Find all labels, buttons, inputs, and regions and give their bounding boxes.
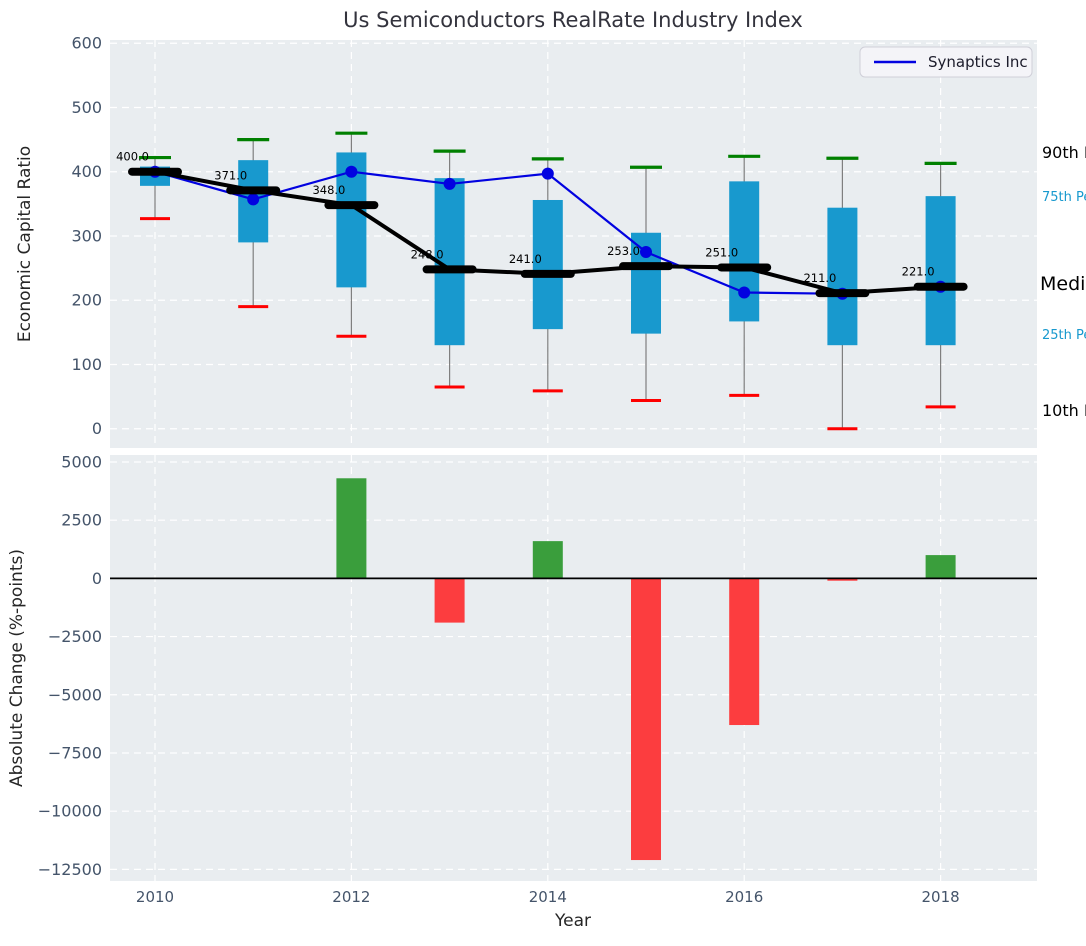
synaptics-marker bbox=[345, 166, 357, 178]
figure-canvas: 600 500 400 300 200 100 0 5000 2500 0 −2500 −5000 −7… bbox=[0, 0, 1086, 942]
plot-panel bbox=[110, 40, 1037, 448]
median-value-annotation: 241.0 bbox=[509, 252, 542, 266]
x-axis-label: Year bbox=[554, 911, 591, 931]
y-tick-label: 100 bbox=[71, 355, 102, 374]
plot-panel bbox=[110, 455, 1037, 881]
label-10th-percentile: 10th Percentile bbox=[1042, 401, 1086, 420]
x-tick-label: 2010 bbox=[136, 888, 174, 906]
label-75th-percentile: 75th Percentile bbox=[1042, 190, 1086, 205]
label-median: Median bbox=[1040, 273, 1086, 295]
change-bar bbox=[631, 578, 661, 860]
y-tick-label: 2500 bbox=[61, 511, 102, 530]
y-tick-label: −12500 bbox=[38, 860, 102, 879]
synaptics-marker bbox=[247, 193, 259, 205]
label-25th-percentile: 25th Percentile bbox=[1042, 328, 1086, 343]
median-value-annotation: 251.0 bbox=[705, 245, 738, 259]
y-tick-label: 300 bbox=[71, 226, 102, 245]
y-tick-label: 0 bbox=[92, 419, 102, 438]
y-tick-label: −2500 bbox=[48, 627, 102, 646]
change-bar bbox=[336, 478, 366, 578]
y-tick-label: 200 bbox=[71, 291, 102, 310]
legend: Synaptics Inc bbox=[860, 47, 1032, 77]
synaptics-marker bbox=[444, 178, 456, 190]
x-tick-label: 2016 bbox=[725, 888, 763, 906]
y-tick-label: 400 bbox=[71, 162, 102, 181]
y-tick-label: 500 bbox=[71, 98, 102, 117]
y-axis-label-top: Economic Capital Ratio bbox=[15, 146, 35, 342]
x-tick-label: 2018 bbox=[922, 888, 960, 906]
median-value-annotation: 248.0 bbox=[411, 247, 444, 261]
change-bar bbox=[926, 555, 956, 578]
change-bar bbox=[729, 578, 759, 725]
y-tick-label: 5000 bbox=[61, 452, 102, 471]
x-tick-label: 2014 bbox=[529, 888, 567, 906]
figure: 600 500 400 300 200 100 0 5000 2500 0 −2500 −5000 −7… bbox=[0, 0, 1086, 942]
y-tick-label: −10000 bbox=[38, 802, 102, 821]
y-tick-label: −7500 bbox=[48, 743, 102, 762]
change-bar bbox=[533, 541, 563, 578]
change-bar bbox=[435, 578, 465, 622]
y-tick-label: 600 bbox=[71, 34, 102, 53]
median-value-annotation: 211.0 bbox=[803, 271, 836, 285]
y-tick-label: −5000 bbox=[48, 685, 102, 704]
median-value-annotation: 371.0 bbox=[214, 168, 247, 182]
median-value-annotation: 221.0 bbox=[902, 265, 935, 279]
median-value-annotation: 400.0 bbox=[116, 150, 149, 164]
y-axis-label-bottom: Absolute Change (%-points) bbox=[7, 549, 27, 787]
y-tick-label: 0 bbox=[92, 569, 102, 588]
synaptics-marker bbox=[738, 287, 750, 299]
median-value-annotation: 348.0 bbox=[312, 183, 345, 197]
x-tick-label: 2012 bbox=[332, 888, 370, 906]
median-value-annotation: 253.0 bbox=[607, 244, 640, 258]
label-90th-percentile: 90th Percentile bbox=[1042, 143, 1086, 162]
synaptics-marker bbox=[542, 168, 554, 180]
legend-label: Synaptics Inc bbox=[928, 53, 1028, 71]
chart-title: Us Semiconductors RealRate Industry Inde… bbox=[343, 8, 803, 32]
synaptics-marker bbox=[640, 246, 652, 258]
